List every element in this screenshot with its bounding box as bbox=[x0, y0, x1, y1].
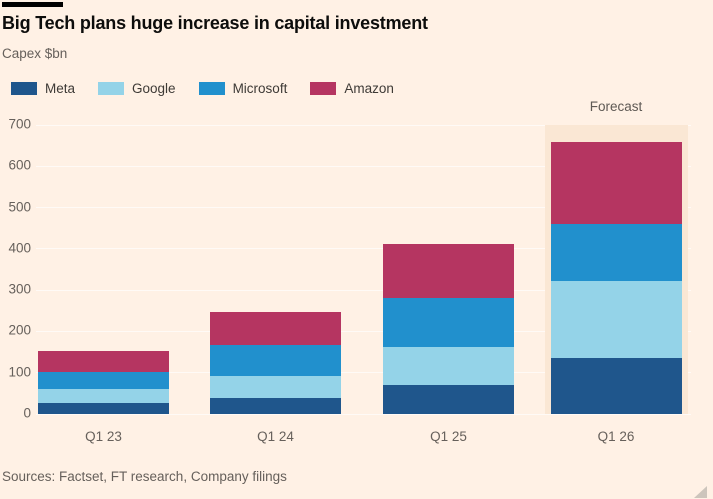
legend-item-amazon: Amazon bbox=[310, 81, 394, 96]
bar-segment-microsoft-q1-26 bbox=[550, 224, 682, 282]
bar-segment-amazon-q1-23 bbox=[38, 351, 169, 372]
legend-label: Google bbox=[132, 81, 176, 96]
bar-segment-microsoft-q1-24 bbox=[210, 344, 341, 377]
y-axis-tick-label: 0 bbox=[23, 405, 31, 421]
legend-label: Microsoft bbox=[232, 81, 288, 96]
legend-label: Amazon bbox=[344, 81, 394, 96]
y-axis-tick-label: 700 bbox=[8, 116, 31, 132]
chart-subtitle: Capex $bn bbox=[2, 46, 68, 61]
bar-segment-meta-q1-26 bbox=[550, 358, 682, 414]
gridline-600 bbox=[36, 165, 691, 167]
x-axis-label-q1-26: Q1 26 bbox=[597, 429, 635, 444]
bar-segment-amazon-q1-24 bbox=[210, 312, 341, 345]
legend-item-google: Google bbox=[98, 81, 176, 96]
bar-segment-meta-q1-23 bbox=[38, 402, 169, 414]
legend-swatch-google bbox=[98, 82, 125, 95]
y-axis-tick-label: 500 bbox=[8, 199, 31, 215]
bar-segment-amazon-q1-25 bbox=[383, 243, 514, 298]
bar-segment-meta-q1-25 bbox=[383, 385, 514, 414]
bar-segment-amazon-q1-26 bbox=[550, 141, 682, 225]
legend-swatch-microsoft bbox=[198, 82, 225, 95]
bar-segment-microsoft-q1-23 bbox=[38, 371, 169, 390]
bar-segment-google-q1-23 bbox=[38, 389, 169, 403]
gridline-100 bbox=[36, 372, 691, 374]
bar-segment-meta-q1-24 bbox=[210, 398, 341, 414]
legend-swatch-amazon bbox=[310, 82, 337, 95]
bar-segment-google-q1-24 bbox=[210, 376, 341, 399]
x-axis-label-q1-25: Q1 25 bbox=[430, 429, 467, 444]
bar-segment-google-q1-26 bbox=[550, 281, 682, 359]
bar-segment-microsoft-q1-25 bbox=[383, 297, 514, 348]
gridline-200 bbox=[36, 330, 691, 332]
legend-swatch-meta bbox=[11, 82, 37, 95]
gridline-700 bbox=[36, 124, 691, 126]
x-axis-label-q1-24: Q1 24 bbox=[257, 429, 294, 444]
legend: Meta Google Microsoft Amazon bbox=[11, 81, 394, 96]
y-axis-tick-label: 200 bbox=[8, 322, 31, 338]
x-axis-label-q1-23: Q1 23 bbox=[85, 429, 122, 444]
source-line: Sources: Factset, FT research, Company f… bbox=[2, 469, 287, 484]
gridline-300 bbox=[36, 289, 691, 291]
legend-item-meta: Meta bbox=[11, 81, 75, 96]
y-axis-tick-label: 300 bbox=[8, 281, 31, 297]
gridline-0 bbox=[36, 413, 691, 415]
chart-title: Big Tech plans huge increase in capital … bbox=[2, 13, 428, 33]
y-axis-tick-label: 600 bbox=[8, 157, 31, 173]
forecast-annotation: Forecast bbox=[589, 99, 643, 114]
y-axis-tick-label: 400 bbox=[8, 240, 31, 256]
bar-segment-google-q1-25 bbox=[383, 347, 514, 386]
resize-handle-icon[interactable] bbox=[694, 486, 707, 498]
y-axis-tick-label: 100 bbox=[8, 364, 31, 380]
gridline-400 bbox=[36, 248, 691, 250]
ft-top-bar bbox=[2, 2, 63, 7]
legend-item-microsoft: Microsoft bbox=[198, 81, 288, 96]
legend-label: Meta bbox=[45, 81, 76, 96]
gridline-500 bbox=[36, 207, 691, 209]
